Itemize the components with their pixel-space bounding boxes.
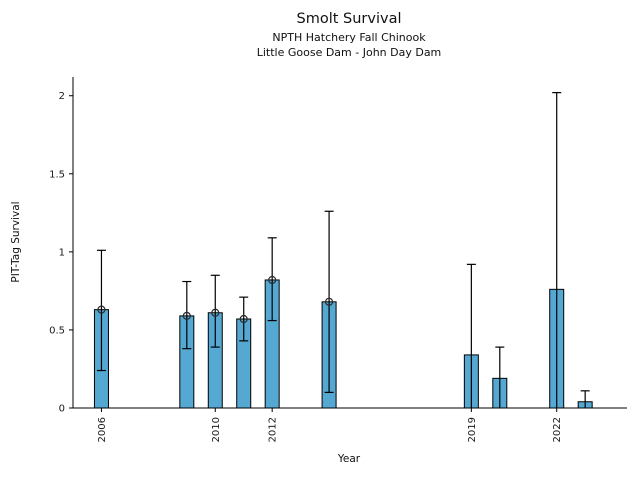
x-tick-label: 2006 [97, 417, 108, 442]
x-tick-label: 2012 [268, 417, 279, 442]
y-tick-label: 0 [59, 404, 65, 415]
data-point-marker [182, 311, 191, 320]
chart-title: Smolt Survival [296, 11, 402, 27]
y-tick-label: 0.5 [49, 325, 65, 336]
data-point-marker [268, 275, 277, 285]
x-tick-label: 2022 [552, 417, 563, 442]
chart-subtitle-line1: NPTH Hatchery Fall Chinook [272, 31, 426, 44]
x-axis-label: Year [337, 453, 361, 465]
data-point-marker [97, 305, 106, 314]
data-point-marker [239, 314, 248, 324]
x-tick-label: 2019 [467, 417, 478, 442]
data-point-marker [324, 297, 334, 306]
y-tick-label: 2 [59, 91, 65, 102]
data-point-marker [211, 308, 220, 317]
x-tick-label: 2010 [211, 417, 222, 442]
chart-subtitle-line2: Little Goose Dam - John Day Dam [256, 46, 442, 59]
y-tick-label: 1.5 [49, 169, 65, 180]
y-tick-label: 1 [59, 247, 65, 258]
